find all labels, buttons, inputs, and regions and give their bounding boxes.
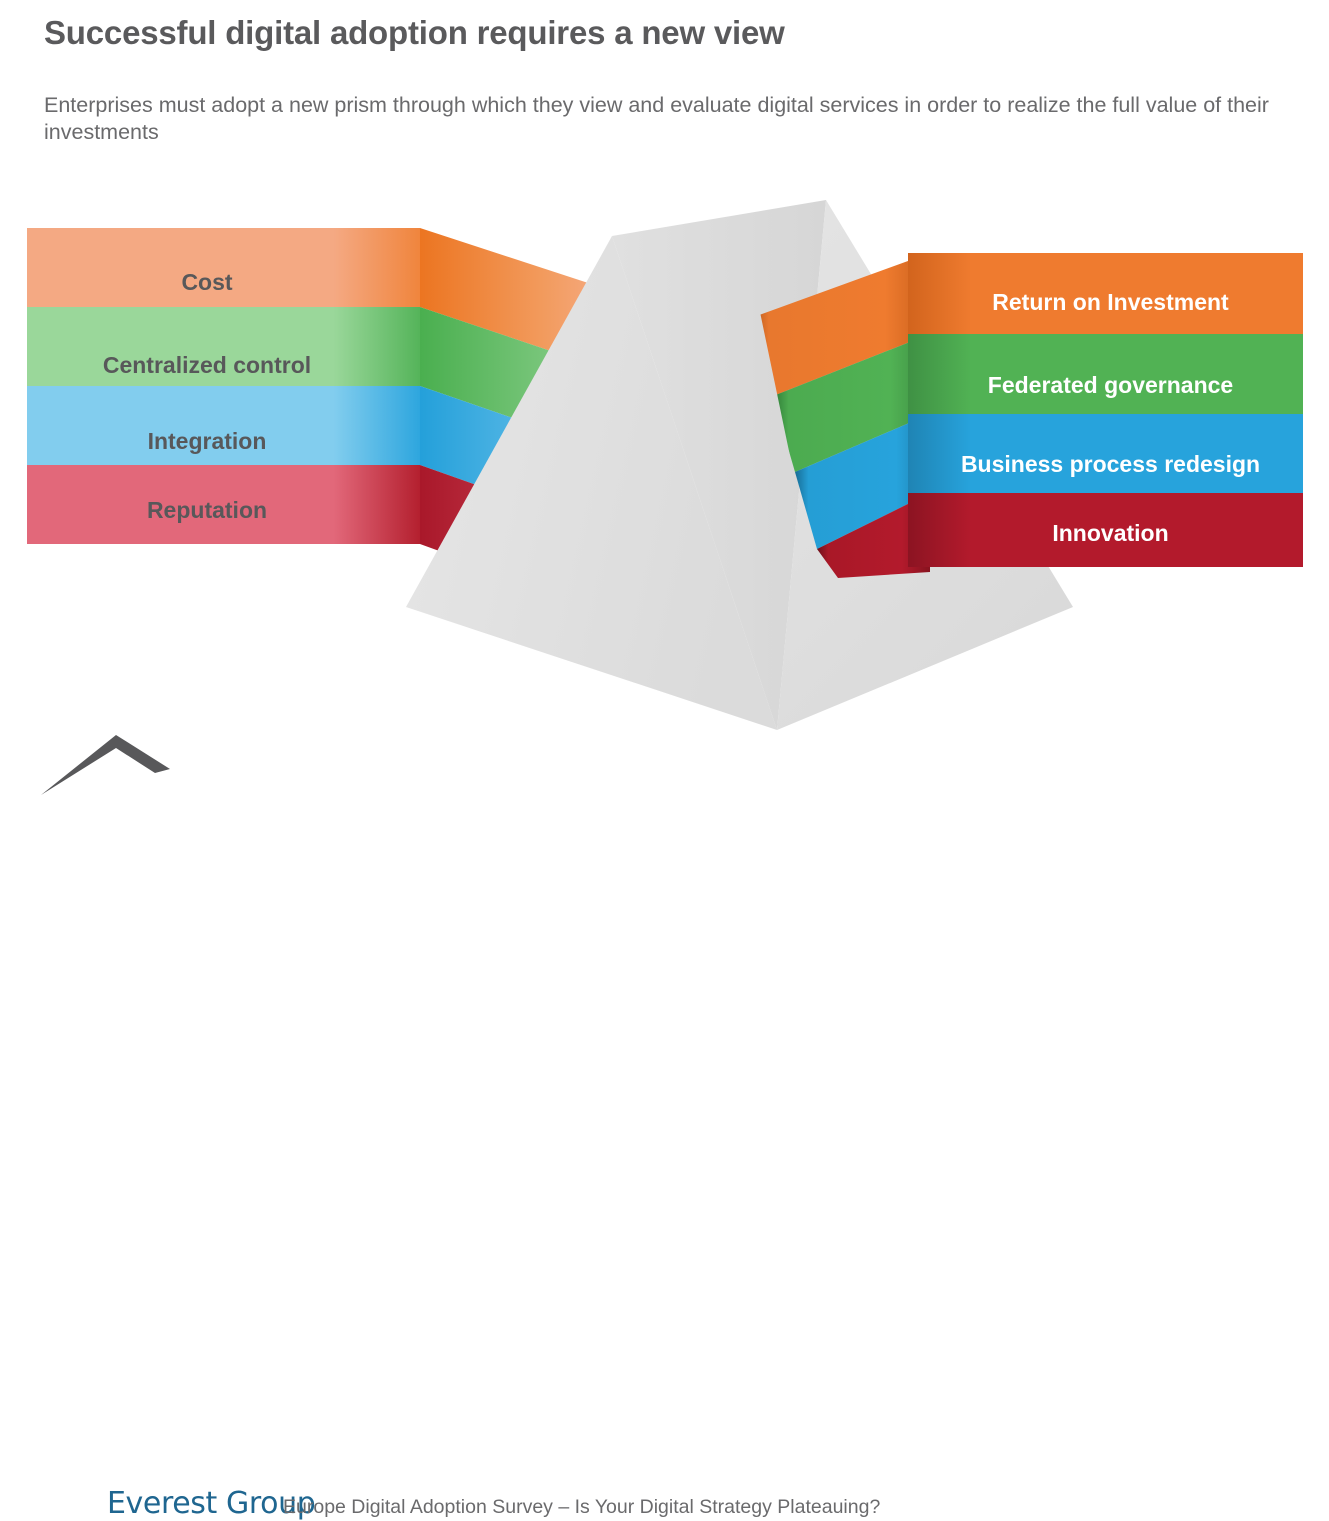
right-band-business-process-redesign — [908, 414, 1303, 493]
right-ribbon — [751, 253, 1303, 578]
prism-left-face — [406, 236, 777, 730]
left-band-cost — [27, 228, 420, 307]
footer-tagline: Europe Digital Adoption Survey – Is Your… — [283, 1496, 881, 1518]
footer: Everest Group Europe Digital Adoption Su… — [40, 731, 940, 1521]
page-subtitle: Enterprises must adopt a new prism throu… — [44, 93, 1269, 144]
right-fold-roi — [751, 253, 930, 396]
right-fold-federated-governance — [773, 334, 930, 472]
right-band-innovation — [908, 493, 1303, 567]
right-band-federated-governance — [908, 334, 1303, 414]
prism-diagram — [27, 200, 1303, 730]
left-band-reputation — [27, 465, 420, 544]
right-band-roi — [908, 253, 1303, 334]
slide: Successful digital adoption requires a n… — [27, 14, 1303, 1521]
everest-group-mountain-icon — [41, 735, 170, 795]
page-title: Successful digital adoption requires a n… — [44, 14, 785, 51]
left-band-centralized-control — [27, 307, 420, 386]
left-band-integration — [27, 386, 420, 465]
right-fold-innovation — [817, 493, 930, 578]
right-fold-business-process-redesign — [795, 414, 930, 549]
